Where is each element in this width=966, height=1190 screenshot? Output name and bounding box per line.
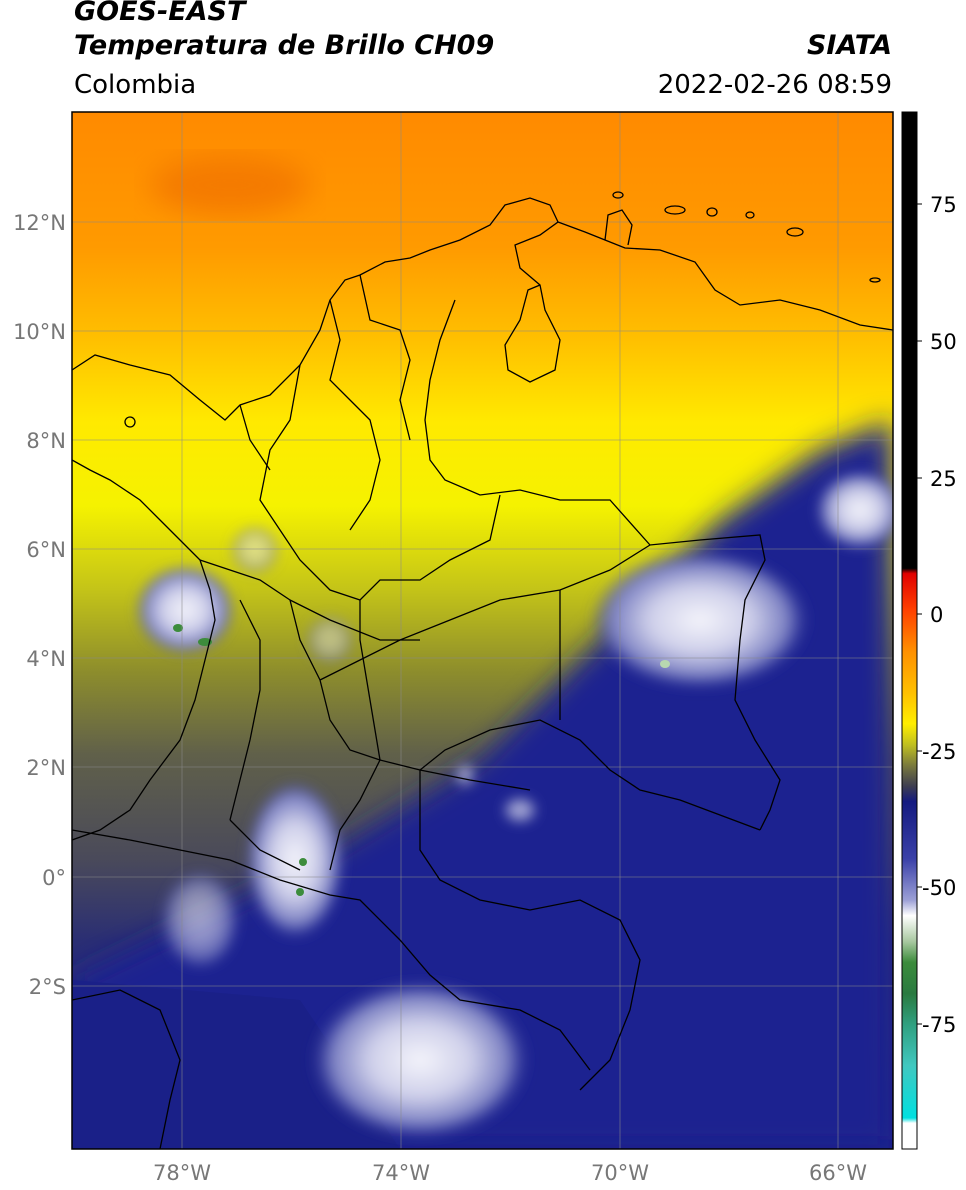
lat-axis: 12°N 10°N 8°N 6°N 4°N 2°N 0° 2°S	[13, 211, 66, 999]
lat-label: 2°N	[26, 756, 66, 780]
map-frame	[71, 111, 894, 1150]
convective-clouds	[135, 470, 893, 1140]
lon-label: 70°W	[591, 1161, 649, 1185]
brightness-temperature-field	[72, 112, 893, 1149]
colorbar-tick-label: -75	[922, 1013, 956, 1037]
coastlines-and-borders	[72, 191, 893, 1149]
colorbar: 75 50 25 0 -25 -50 -75	[901, 111, 957, 1150]
colorbar-tick-label: 75	[930, 193, 957, 217]
lat-label: 0°	[42, 866, 66, 890]
lat-label: 2°S	[29, 975, 66, 999]
satellite-title: GOES-EAST	[74, 0, 246, 27]
graticule	[72, 112, 893, 1149]
colorbar-tick-label: -50	[922, 876, 956, 900]
product-title: Temperatura de Brillo CH09	[74, 30, 495, 61]
colorbar-tick-label: 25	[930, 467, 957, 491]
colorbar-tick-label: 0	[930, 603, 943, 627]
lat-label: 4°N	[26, 647, 66, 671]
lat-label: 10°N	[13, 320, 66, 344]
lon-label: 78°W	[153, 1161, 211, 1185]
agency-label: SIATA	[806, 30, 892, 61]
region-label: Colombia	[74, 70, 197, 100]
colorbar-tick-label: 50	[930, 330, 957, 354]
colorbar-tick-label: -25	[922, 740, 956, 764]
lat-label: 12°N	[13, 211, 66, 235]
lat-label: 8°N	[26, 429, 66, 453]
datetime-label: 2022-02-26 08:59	[657, 70, 892, 100]
lon-label: 66°W	[809, 1161, 867, 1185]
lon-axis: 78°W 74°W 70°W 66°W	[153, 1161, 867, 1185]
lat-label: 6°N	[26, 538, 66, 562]
lon-label: 74°W	[372, 1161, 430, 1185]
